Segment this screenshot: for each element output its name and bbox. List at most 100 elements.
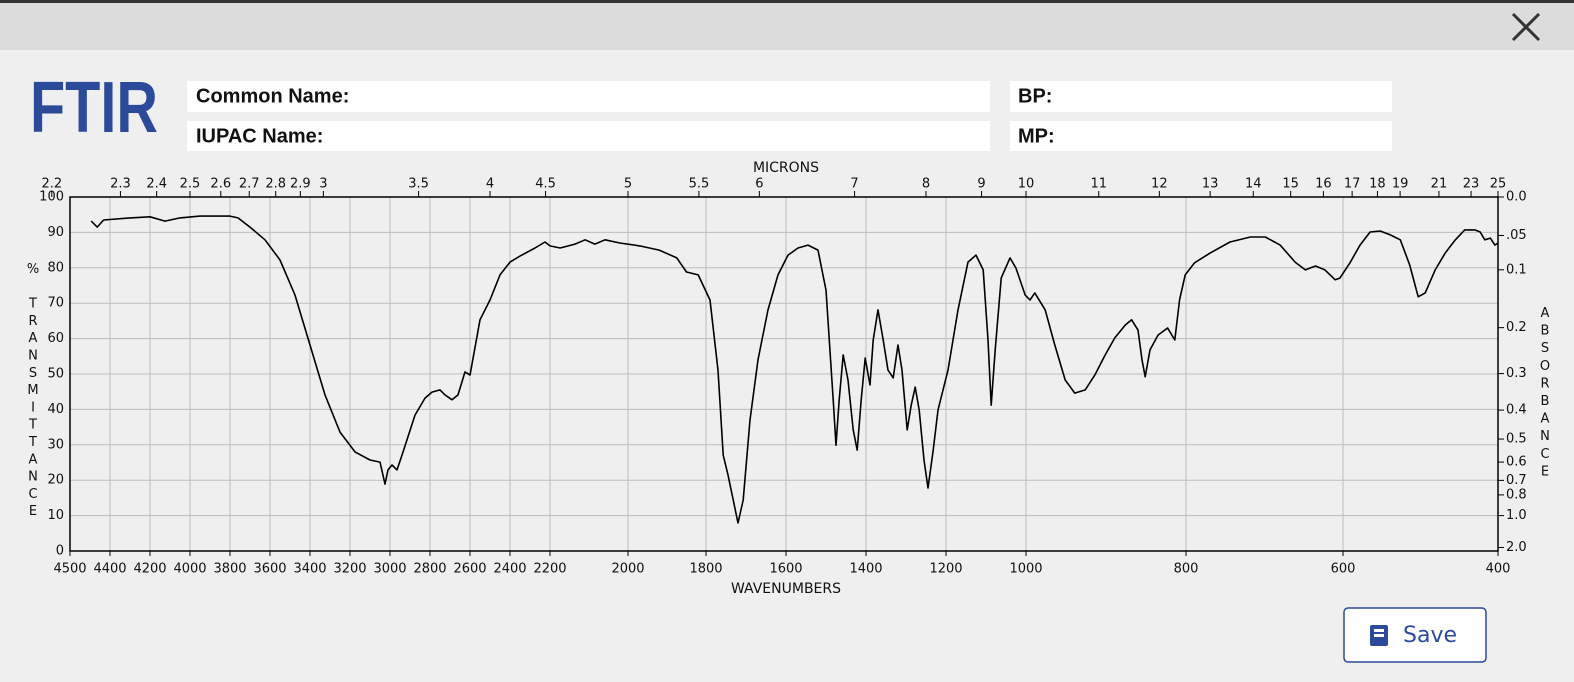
- x-tick-label: 2800: [413, 562, 446, 577]
- x-tick-label: 4400: [93, 562, 126, 577]
- field-label: MP:: [1018, 125, 1055, 147]
- logo: FTIR: [30, 67, 158, 148]
- y2-tick-label: 0.1: [1506, 262, 1527, 277]
- x-tick-label: 4200: [133, 562, 166, 577]
- y2-tick-label: 0.2: [1506, 320, 1527, 335]
- x-tick-label: 4000: [173, 562, 206, 577]
- y2-tick-label: 0.0: [1506, 190, 1527, 205]
- x2-tick-label: 7: [850, 177, 858, 192]
- x-axis-title: WAVENUMBERS: [731, 581, 841, 597]
- y2-tick-label: 0.4: [1506, 403, 1527, 418]
- y-tick-label: 50: [47, 367, 64, 382]
- y2-axis-title: ABSORBANCE: [1538, 306, 1553, 482]
- x-tick-label: 1800: [689, 562, 722, 577]
- x2-tick-label: 4: [486, 177, 494, 192]
- x-tick-label: 1000: [1009, 562, 1042, 577]
- x-tick-label: 1400: [849, 562, 882, 577]
- x2-tick-label: 5.5: [689, 177, 710, 192]
- x2-tick-label: 2.6: [210, 177, 231, 192]
- x2-tick-label: 18: [1369, 177, 1386, 192]
- y2-tick-label: 0.7: [1506, 473, 1527, 488]
- field-box: [187, 81, 990, 112]
- x2-tick-label: 11: [1090, 177, 1107, 192]
- x2-axis-title: MICRONS: [753, 160, 819, 176]
- y-tick-label: 70: [47, 296, 64, 311]
- y2-tick-label: 2.0: [1506, 540, 1527, 555]
- x-tick-label: 3000: [373, 562, 406, 577]
- x2-tick-label: 16: [1315, 177, 1332, 192]
- x2-tick-label: 2.5: [180, 177, 201, 192]
- x-tick-label: 2600: [453, 562, 486, 577]
- x2-tick-label: 4.5: [535, 177, 556, 192]
- x2-tick-label: 5: [624, 177, 632, 192]
- x2-tick-label: 2.4: [146, 177, 167, 192]
- x2-tick-label: 14: [1245, 177, 1262, 192]
- x-tick-label: 400: [1486, 562, 1511, 577]
- field-label: BP:: [1018, 85, 1052, 107]
- field-label: IUPAC Name:: [196, 125, 323, 147]
- x2-tick-label: 23: [1463, 177, 1480, 192]
- x-tick-label: 3600: [253, 562, 286, 577]
- x-tick-label: 2400: [493, 562, 526, 577]
- x2-tick-label: 21: [1431, 177, 1448, 192]
- y2-tick-label: .05: [1506, 228, 1527, 243]
- x2-tick-label: 2.2: [41, 177, 62, 192]
- y2-tick-label: 0.3: [1506, 366, 1527, 381]
- save-button-frame: [1343, 607, 1487, 663]
- close-icon: [1511, 12, 1541, 42]
- x-tick-label: 800: [1174, 562, 1199, 577]
- save-icon: [1374, 629, 1384, 632]
- x-tick-label: 1600: [769, 562, 802, 577]
- x2-tick-label: 6: [755, 177, 763, 192]
- x2-tick-label: 2.3: [110, 177, 131, 192]
- x2-tick-label: 2.9: [290, 177, 311, 192]
- backdrop-edge: [0, 0, 1574, 3]
- save-icon: [1374, 634, 1384, 637]
- x-tick-label: 4500: [53, 562, 86, 577]
- field-label: Common Name:: [196, 85, 349, 107]
- field-box: [187, 121, 990, 151]
- field-box: [1010, 121, 1392, 151]
- x2-tick-label: 10: [1018, 177, 1035, 192]
- y-axis-title: % TRANSMITTANCE: [26, 262, 41, 522]
- x2-tick-label: 19: [1392, 177, 1409, 192]
- y-tick-label: 80: [47, 260, 64, 275]
- x2-tick-label: 15: [1282, 177, 1299, 192]
- y-tick-label: 90: [47, 225, 64, 240]
- y2-tick-label: 1.0: [1506, 508, 1527, 523]
- field-box: [1010, 81, 1392, 112]
- y2-tick-label: 0.8: [1506, 487, 1527, 502]
- plot-frame: [69, 196, 1499, 552]
- x-tick-label: 3800: [213, 562, 246, 577]
- x2-tick-label: 8: [922, 177, 930, 192]
- x2-tick-label: 9: [977, 177, 985, 192]
- save-label: Save: [1403, 623, 1457, 648]
- y2-tick-label: 0.5: [1506, 432, 1527, 447]
- spectrum-line: [90, 215, 1499, 524]
- y-tick-label: 30: [47, 437, 64, 452]
- x-tick-label: 2200: [533, 562, 566, 577]
- x-tick-label: 1200: [929, 562, 962, 577]
- x-tick-label: 2000: [611, 562, 644, 577]
- x2-tick-label: 13: [1202, 177, 1219, 192]
- x-tick-label: 3400: [293, 562, 326, 577]
- y-tick-label: 20: [47, 473, 64, 488]
- x-tick-label: 600: [1331, 562, 1356, 577]
- y-tick-label: 60: [47, 331, 64, 346]
- x2-tick-label: 3.5: [408, 177, 429, 192]
- dialog-header: [0, 0, 1574, 50]
- x-tick-label: 3200: [333, 562, 366, 577]
- y-tick-label: 10: [47, 508, 64, 523]
- x2-tick-label: 12: [1151, 177, 1168, 192]
- x2-tick-label: 2.7: [239, 177, 260, 192]
- y-tick-label: 40: [47, 402, 64, 417]
- save-button[interactable]: Save: [1343, 607, 1487, 663]
- y-tick-label: 0: [56, 544, 64, 559]
- x2-tick-label: 3: [319, 177, 327, 192]
- x2-tick-label: 17: [1344, 177, 1361, 192]
- y2-tick-label: 0.6: [1506, 455, 1527, 470]
- close-button[interactable]: [1511, 12, 1541, 42]
